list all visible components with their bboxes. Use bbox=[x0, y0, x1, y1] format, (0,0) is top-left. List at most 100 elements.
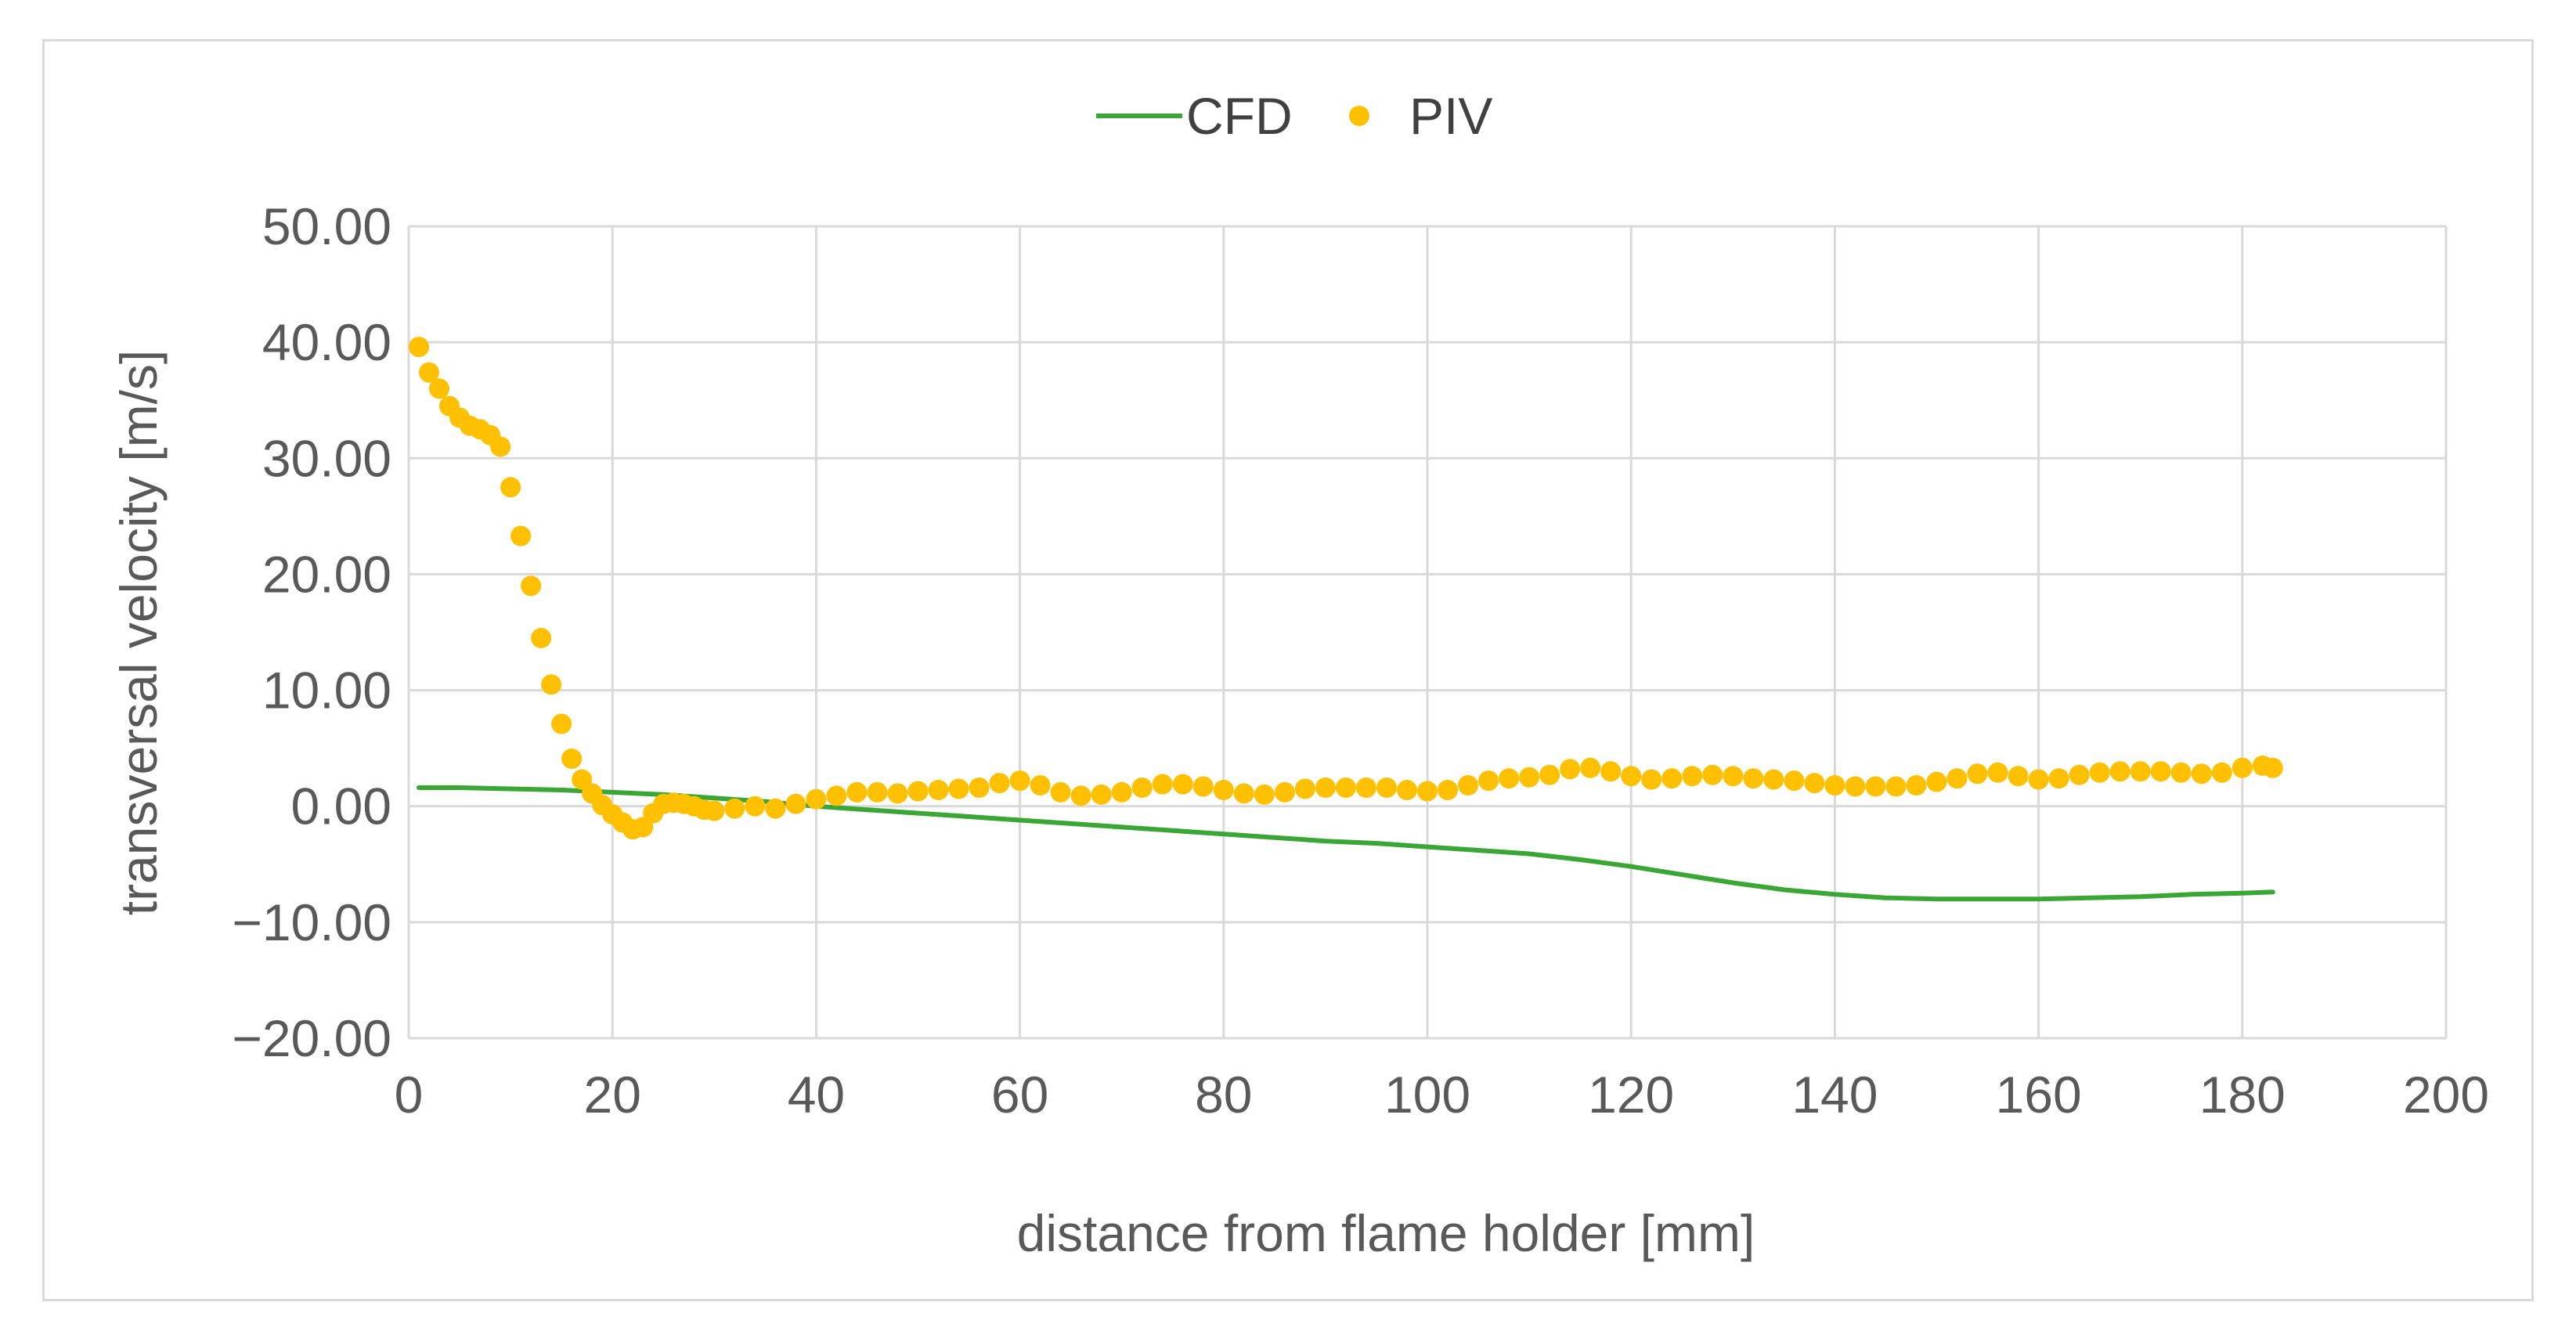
data-point bbox=[1784, 770, 1805, 792]
data-point bbox=[1499, 768, 1520, 789]
x-tick-label: 140 bbox=[1791, 1066, 1878, 1124]
data-point bbox=[1906, 775, 1927, 795]
data-point bbox=[867, 781, 888, 803]
series-line-cfd bbox=[417, 785, 2275, 902]
y-tick-label: 0.00 bbox=[291, 777, 391, 835]
data-point bbox=[1580, 757, 1601, 778]
y-axis-title: transversal velocity [m/s] bbox=[110, 350, 168, 916]
data-point bbox=[1335, 777, 1356, 798]
data-point bbox=[1702, 764, 1723, 785]
data-point bbox=[1763, 769, 1784, 790]
x-tick-label: 0 bbox=[395, 1066, 424, 1124]
y-tick-label: −20.00 bbox=[232, 1009, 391, 1067]
x-axis-title: distance from flame holder [mm] bbox=[1017, 1204, 1755, 1262]
data-point bbox=[2028, 769, 2049, 790]
data-point bbox=[1213, 780, 1234, 800]
data-point bbox=[1458, 775, 1478, 795]
data-point bbox=[1192, 776, 1214, 797]
data-point bbox=[785, 793, 806, 814]
data-point bbox=[2069, 764, 2090, 785]
legend: CFD PIV bbox=[1096, 87, 1492, 145]
data-point bbox=[1050, 781, 1071, 803]
data-point bbox=[704, 800, 725, 821]
data-point bbox=[1111, 781, 1132, 803]
series-points-piv bbox=[409, 337, 2283, 840]
data-point bbox=[2130, 761, 2151, 782]
x-tick-layer: 0 20 40 60 80 100 120 140 160 180 200 bbox=[395, 1066, 2489, 1124]
data-point bbox=[948, 778, 969, 799]
x-tick-label: 200 bbox=[2403, 1066, 2489, 1124]
data-point bbox=[511, 525, 532, 547]
y-tick-label: 20.00 bbox=[262, 545, 391, 603]
x-tick-label: 160 bbox=[1996, 1066, 2082, 1124]
data-point bbox=[2150, 761, 2171, 782]
data-point bbox=[2191, 763, 2212, 785]
data-point bbox=[521, 575, 542, 597]
data-point bbox=[1376, 777, 1397, 798]
data-point bbox=[1865, 776, 1886, 797]
data-point bbox=[765, 798, 786, 819]
data-point bbox=[1315, 777, 1336, 798]
data-point bbox=[1152, 774, 1173, 795]
data-point bbox=[1885, 776, 1907, 797]
data-point bbox=[887, 783, 908, 804]
data-point bbox=[561, 749, 583, 769]
x-tick-label: 120 bbox=[1588, 1066, 1674, 1124]
data-point bbox=[1926, 771, 1947, 792]
data-point bbox=[1355, 777, 1376, 798]
data-point bbox=[500, 477, 521, 498]
data-point bbox=[969, 777, 990, 798]
data-point bbox=[1661, 768, 1683, 789]
data-point bbox=[1233, 783, 1254, 804]
data-point bbox=[724, 798, 745, 819]
data-point bbox=[1641, 769, 1662, 790]
data-point bbox=[429, 378, 449, 399]
data-point bbox=[633, 817, 654, 838]
data-point bbox=[1621, 766, 1642, 787]
data-point bbox=[1274, 781, 1295, 803]
data-point bbox=[1131, 777, 1153, 798]
data-point bbox=[1417, 781, 1438, 802]
data-point bbox=[1845, 776, 1866, 797]
data-point bbox=[1009, 770, 1030, 792]
data-point bbox=[2048, 768, 2069, 789]
data-point bbox=[2109, 761, 2130, 782]
data-point bbox=[1091, 784, 1112, 805]
data-point bbox=[1478, 770, 1499, 792]
y-tick-label: 40.00 bbox=[262, 313, 391, 371]
data-point bbox=[846, 781, 868, 803]
x-tick-label: 180 bbox=[2199, 1066, 2286, 1124]
data-point bbox=[1560, 759, 1581, 780]
data-point bbox=[1946, 768, 1968, 789]
y-tick-label: 30.00 bbox=[262, 429, 391, 487]
data-point bbox=[1824, 775, 1845, 795]
data-point bbox=[1804, 773, 1825, 794]
data-point bbox=[572, 769, 593, 790]
data-point bbox=[2008, 766, 2029, 787]
data-point bbox=[490, 436, 511, 457]
data-point bbox=[409, 337, 429, 358]
data-point bbox=[1397, 780, 1417, 800]
x-tick-label: 40 bbox=[788, 1066, 845, 1124]
y-tick-label: 10.00 bbox=[262, 662, 391, 720]
data-point bbox=[1682, 766, 1703, 787]
data-point bbox=[551, 713, 572, 734]
data-point bbox=[1967, 763, 1988, 785]
x-tick-label: 80 bbox=[1195, 1066, 1252, 1124]
data-point bbox=[989, 773, 1010, 794]
x-tick-label: 100 bbox=[1384, 1066, 1470, 1124]
data-point bbox=[1539, 764, 1560, 785]
y-tick-label: 50.00 bbox=[262, 197, 391, 255]
data-point bbox=[531, 627, 552, 648]
data-point bbox=[1254, 784, 1275, 805]
legend-label: CFD bbox=[1186, 87, 1293, 145]
data-point bbox=[745, 795, 766, 817]
legend-swatch bbox=[1349, 106, 1369, 126]
data-point bbox=[1172, 774, 1193, 795]
legend-item-cfd: CFD bbox=[1096, 87, 1293, 145]
data-point bbox=[1987, 762, 2008, 783]
chart-frame bbox=[42, 39, 2534, 1301]
data-point bbox=[1723, 766, 1744, 787]
data-point bbox=[2170, 762, 2192, 783]
